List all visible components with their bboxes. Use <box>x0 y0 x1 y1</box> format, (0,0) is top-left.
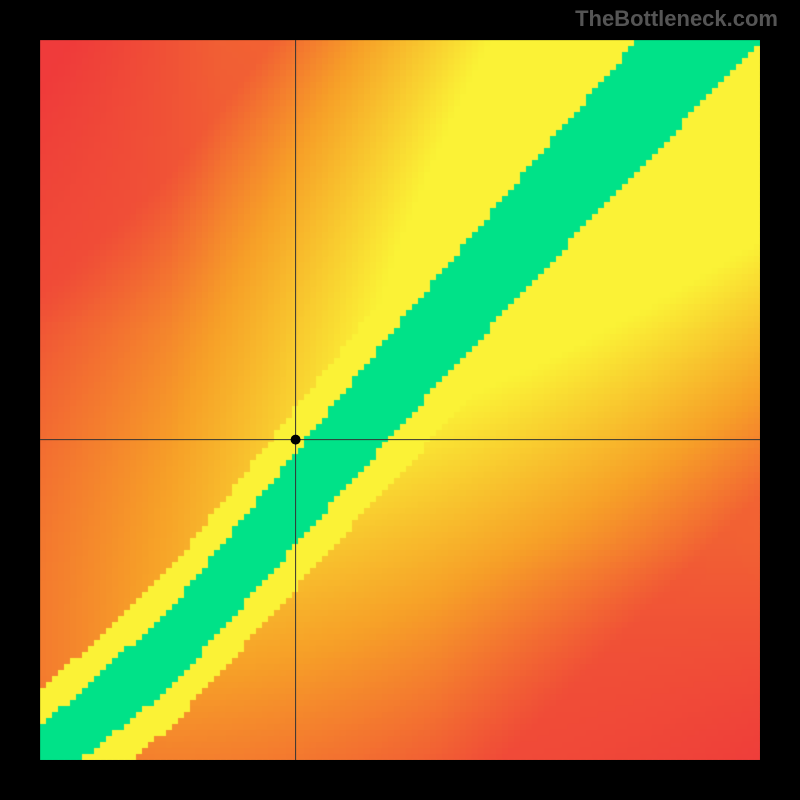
border-left <box>0 0 40 800</box>
border-bottom <box>0 760 800 800</box>
border-right <box>760 0 800 800</box>
watermark-text: TheBottleneck.com <box>575 6 778 32</box>
chart-container: { "watermark": { "text": "TheBottleneck.… <box>0 0 800 800</box>
overlay <box>0 0 800 800</box>
crosshair-point <box>291 435 301 445</box>
